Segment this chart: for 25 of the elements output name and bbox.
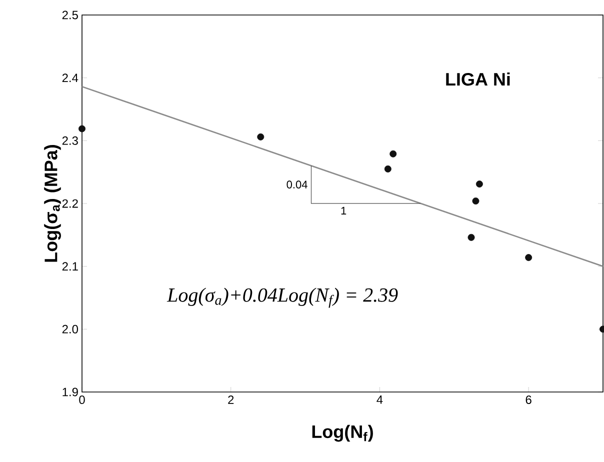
annotation: 0.04 (286, 180, 308, 188)
point (384, 165, 392, 172)
x-tick-label: 6 (526, 396, 532, 404)
point (476, 180, 483, 188)
x-tick-label: 2 (228, 396, 234, 404)
y-axis-title: Log(σ$_{a}$) (MPa) (44, 145, 61, 262)
y-tick-label: 2.0 (62, 324, 78, 334)
point (78, 125, 86, 132)
y-tick-label: 2.1 (62, 262, 78, 271)
annotation: 1 (341, 206, 346, 214)
point (472, 198, 480, 204)
x-axis-title: Log(N$_{f}$) (312, 424, 373, 442)
y-tick-label: 1.9 (62, 388, 78, 396)
x-tick-label: 0 (79, 396, 85, 404)
y-tick-label: 2.4 (62, 74, 78, 82)
y-tick-label: 2.5 (62, 10, 78, 20)
text: Log(σ$_{a}$)+0.04Log(N$_{f}$) = 2.39 (166, 288, 398, 308)
point (390, 150, 397, 158)
y-tick-label: 2.2 (62, 199, 78, 208)
point (525, 254, 532, 262)
y-tick-label: 2.3 (62, 136, 78, 145)
x-tick-label: 4 (376, 396, 383, 404)
annotation: LIGA Ni (446, 72, 510, 86)
point (257, 133, 264, 140)
point (468, 234, 475, 241)
